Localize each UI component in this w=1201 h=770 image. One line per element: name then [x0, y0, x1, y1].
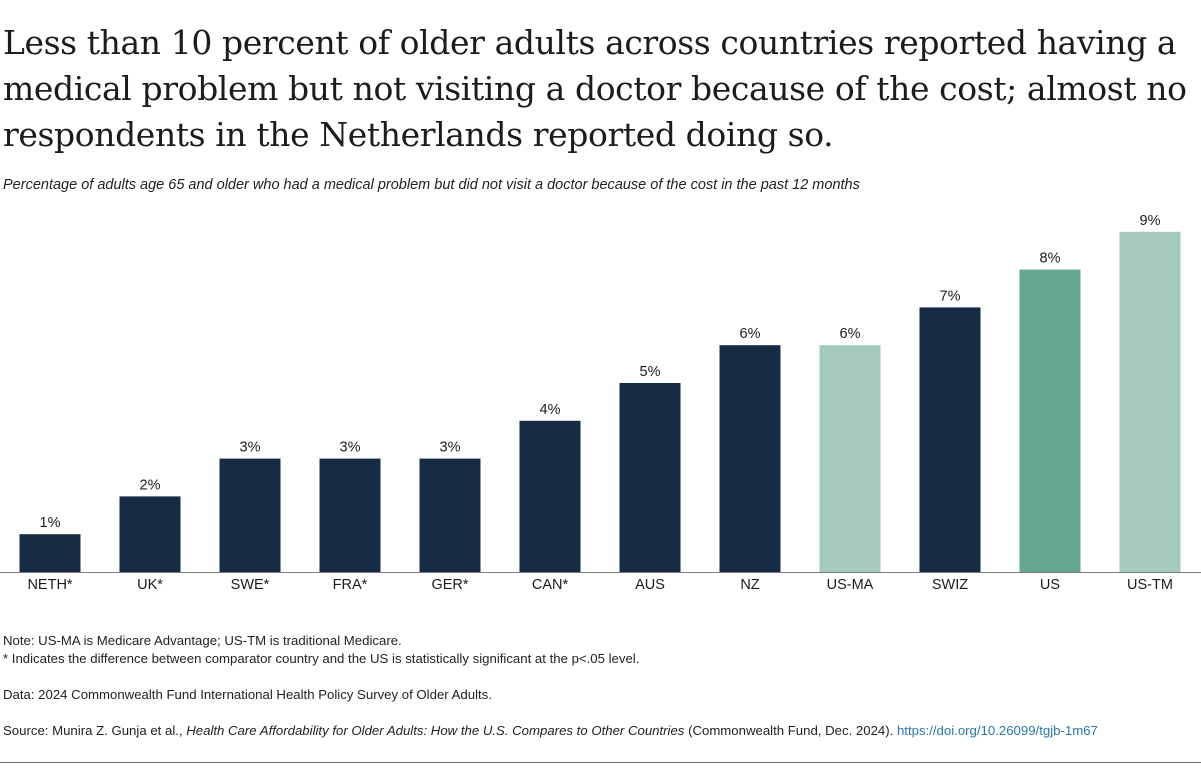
bar-nz — [719, 345, 781, 572]
bar-swiz — [919, 307, 981, 572]
bars-group — [19, 231, 1181, 573]
value-label: 3% — [240, 440, 261, 456]
bar-ger — [419, 458, 481, 572]
value-label: 9% — [1140, 213, 1161, 229]
value-label: 4% — [540, 402, 561, 418]
bottom-divider — [0, 762, 1201, 763]
category-label: US-TM — [1127, 577, 1173, 593]
bar-neth — [19, 534, 81, 572]
bar-uk — [119, 496, 181, 572]
category-label: CAN* — [532, 577, 569, 593]
footnotes: Note: US-MA is Medicare Advantage; US-TM… — [3, 632, 1198, 740]
category-label: SWE* — [231, 577, 270, 593]
bar-aus — [619, 383, 681, 572]
value-label: 8% — [1040, 251, 1061, 267]
chart-title: Less than 10 percent of older adults acr… — [3, 23, 1187, 154]
value-label: 1% — [40, 515, 61, 531]
value-label: 3% — [440, 440, 461, 456]
category-label: FRA* — [333, 577, 368, 593]
bar-us-tm — [1119, 231, 1181, 573]
category-label: NETH* — [27, 577, 72, 593]
value-label: 2% — [140, 477, 161, 493]
value-label: 7% — [940, 288, 961, 304]
category-label: NZ — [740, 577, 759, 593]
value-label: 6% — [740, 326, 761, 342]
source-citation: Source: Munira Z. Gunja et al., Health C… — [3, 722, 1198, 740]
bar-us-ma — [819, 345, 881, 572]
source-prefix: Source: Munira Z. Gunja et al., — [3, 723, 187, 738]
bar-fra — [319, 458, 381, 572]
bar-can — [519, 420, 581, 572]
doi-link[interactable]: https://doi.org/10.26099/tgjb-1m67 — [896, 723, 1098, 738]
bar-chart: 1% 2% 3% 3% 3% 4% 5% 6% 6% 7% 8% 9% NETH* UK* SWE* FRA… — [0, 213, 1201, 593]
category-label: AUS — [635, 577, 665, 593]
category-labels-group: NETH* UK* SWE* FRA* GER* CAN* AUS NZ US-MA SWIZ US… — [27, 577, 1173, 593]
source-report-title: Health Care Affordability for Older Adul… — [186, 723, 685, 738]
note-text: Note: US-MA is Medicare Advantage; US-TM… — [3, 633, 402, 648]
source-suffix: (Commonwealth Fund, Dec. 2024). — [684, 723, 897, 738]
value-label: 3% — [340, 440, 361, 456]
category-label: US — [1040, 577, 1060, 593]
category-label: GER* — [431, 577, 468, 593]
chart-subtitle: Percentage of adults age 65 and older wh… — [3, 177, 860, 193]
bar-swe — [219, 458, 281, 572]
value-labels-group: 1% 2% 3% 3% 3% 4% 5% 6% 6% 7% 8% 9% — [40, 213, 1161, 531]
bar-us — [1019, 269, 1081, 572]
significance-note: * Indicates the difference between compa… — [3, 651, 640, 666]
category-label: SWIZ — [932, 577, 968, 593]
data-source-note: Data: 2024 Commonwealth Fund Internation… — [3, 687, 492, 702]
value-label: 5% — [640, 364, 661, 380]
category-label: US-MA — [827, 577, 874, 593]
value-label: 6% — [840, 326, 861, 342]
category-label: UK* — [137, 577, 163, 593]
